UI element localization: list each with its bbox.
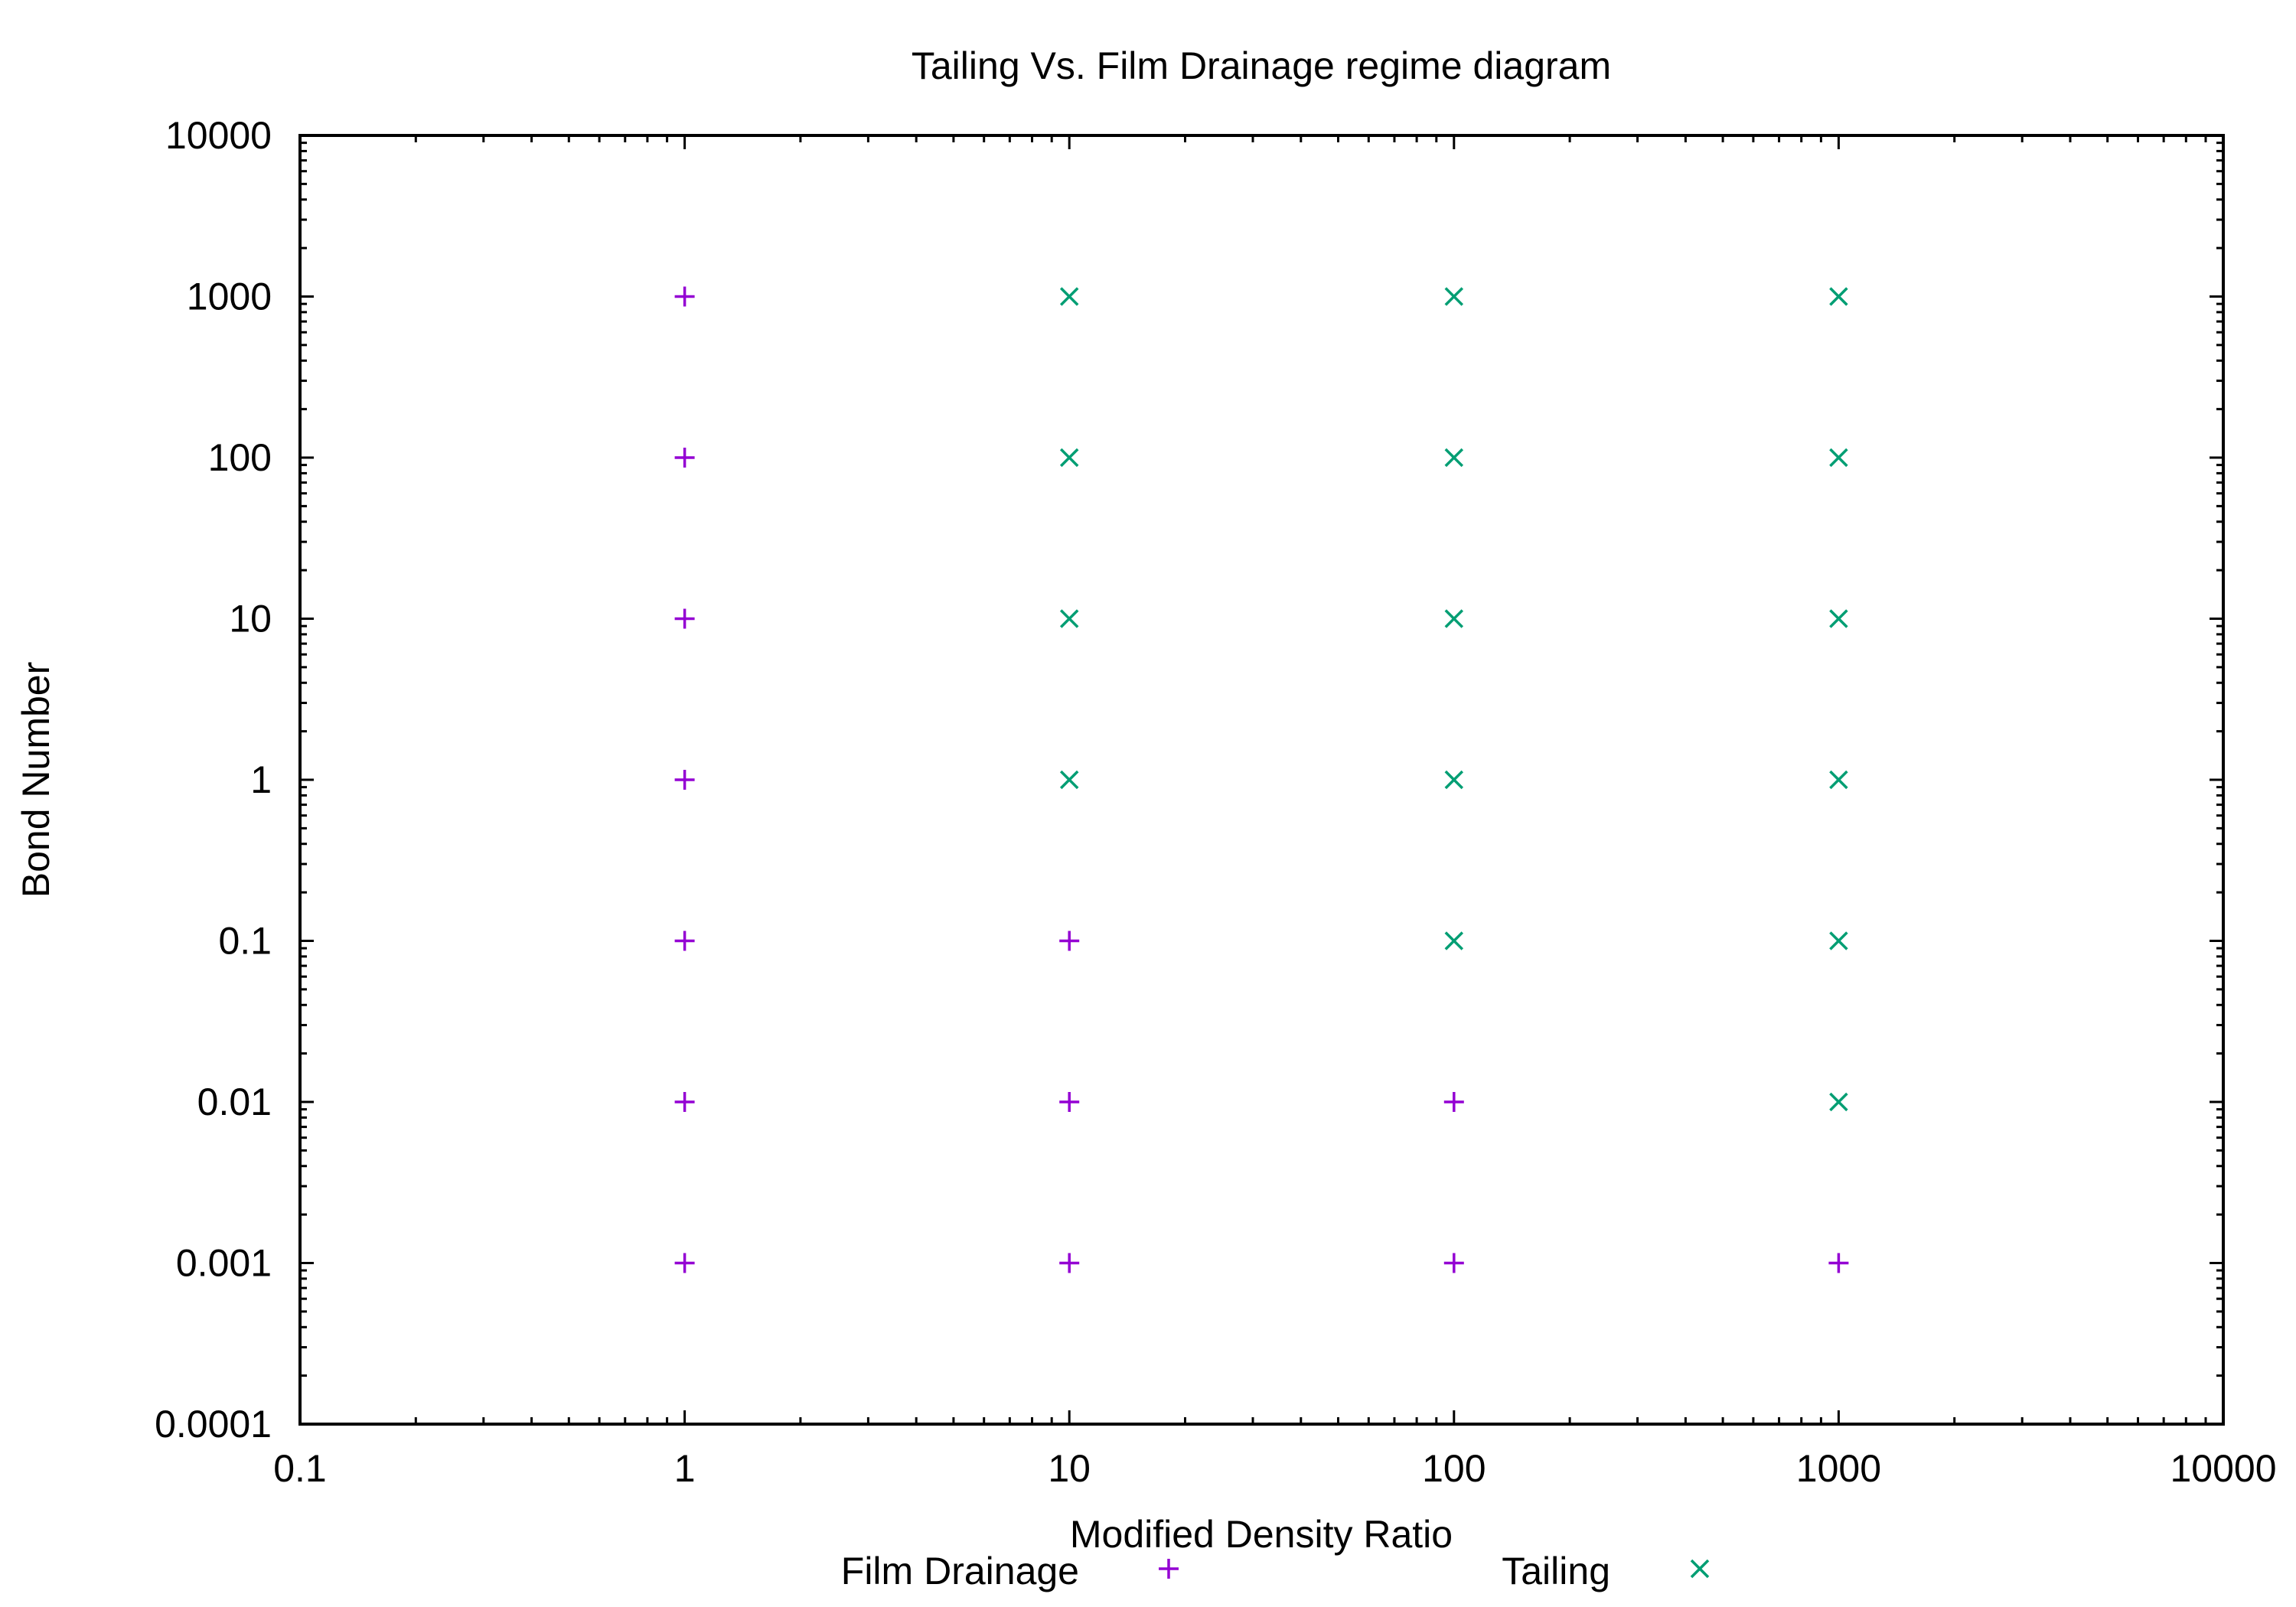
data-point-film-drainage bbox=[674, 1253, 695, 1273]
y-tick-label: 0.1 bbox=[218, 920, 272, 963]
data-point-tailing bbox=[1444, 931, 1464, 950]
y-axis-label: Bond Number bbox=[15, 662, 57, 898]
plot-frame bbox=[298, 134, 2225, 1426]
y-tick-label: 0.01 bbox=[197, 1081, 272, 1123]
data-point-tailing bbox=[1829, 448, 1848, 468]
data-point-tailing bbox=[1444, 287, 1464, 306]
data-point-tailing bbox=[1829, 1092, 1848, 1112]
data-point-tailing bbox=[1829, 931, 1848, 950]
data-point-tailing bbox=[1059, 609, 1079, 628]
points-layer bbox=[674, 286, 1849, 1273]
y-tick-label: 10000 bbox=[165, 114, 272, 157]
y-tick-label: 1 bbox=[250, 758, 272, 801]
data-point-film-drainage bbox=[674, 1092, 695, 1112]
legend: Film Drainage Tailing bbox=[841, 1550, 1710, 1592]
tick-labels-layer: 0.1 1 10 100 1000 10000 0.0001 0.001 0.01 0.1 1 10 1… bbox=[155, 114, 2276, 1490]
x-tick-label: 10000 bbox=[2170, 1447, 2276, 1490]
ticks-layer bbox=[298, 134, 2225, 1426]
y-tick-label: 0.0001 bbox=[155, 1403, 272, 1446]
data-point-film-drainage bbox=[674, 448, 695, 468]
data-point-tailing bbox=[1829, 609, 1848, 628]
x-tick-label: 100 bbox=[1422, 1447, 1486, 1490]
x-tick-label: 1000 bbox=[1796, 1447, 1881, 1490]
data-point-film-drainage bbox=[1059, 1092, 1080, 1112]
data-point-tailing bbox=[1059, 287, 1079, 306]
y-tick-label: 100 bbox=[208, 436, 272, 479]
chart-title: Tailing Vs. Film Drainage regime diagram bbox=[912, 44, 1611, 87]
data-point-tailing bbox=[1444, 448, 1464, 468]
data-point-film-drainage bbox=[674, 931, 695, 951]
data-point-tailing bbox=[1444, 609, 1464, 628]
data-point-film-drainage bbox=[1443, 1253, 1464, 1273]
legend-marker-film-drainage bbox=[1159, 1559, 1179, 1579]
data-point-tailing bbox=[1829, 770, 1848, 790]
legend-label-tailing: Tailing bbox=[1502, 1550, 1610, 1592]
y-tick-label: 10 bbox=[229, 598, 272, 641]
data-point-film-drainage bbox=[1443, 1092, 1464, 1112]
data-point-film-drainage bbox=[674, 608, 695, 629]
data-point-film-drainage bbox=[1059, 931, 1080, 951]
data-point-tailing bbox=[1444, 770, 1464, 790]
x-axis-label: Modified Density Ratio bbox=[1070, 1513, 1453, 1556]
data-point-tailing bbox=[1059, 448, 1079, 468]
data-point-tailing bbox=[1829, 287, 1848, 306]
y-tick-label: 1000 bbox=[187, 275, 272, 318]
data-point-film-drainage bbox=[1828, 1253, 1849, 1273]
legend-label-film-drainage: Film Drainage bbox=[841, 1550, 1079, 1592]
x-tick-label: 0.1 bbox=[273, 1447, 327, 1490]
y-tick-label: 0.001 bbox=[176, 1242, 272, 1285]
data-point-film-drainage bbox=[1059, 1253, 1080, 1273]
legend-marker-tailing bbox=[1690, 1559, 1710, 1579]
data-point-film-drainage bbox=[674, 286, 695, 307]
x-tick-label: 1 bbox=[674, 1447, 696, 1490]
data-point-film-drainage bbox=[674, 770, 695, 790]
data-point-tailing bbox=[1059, 770, 1079, 790]
x-tick-label: 10 bbox=[1048, 1447, 1091, 1490]
